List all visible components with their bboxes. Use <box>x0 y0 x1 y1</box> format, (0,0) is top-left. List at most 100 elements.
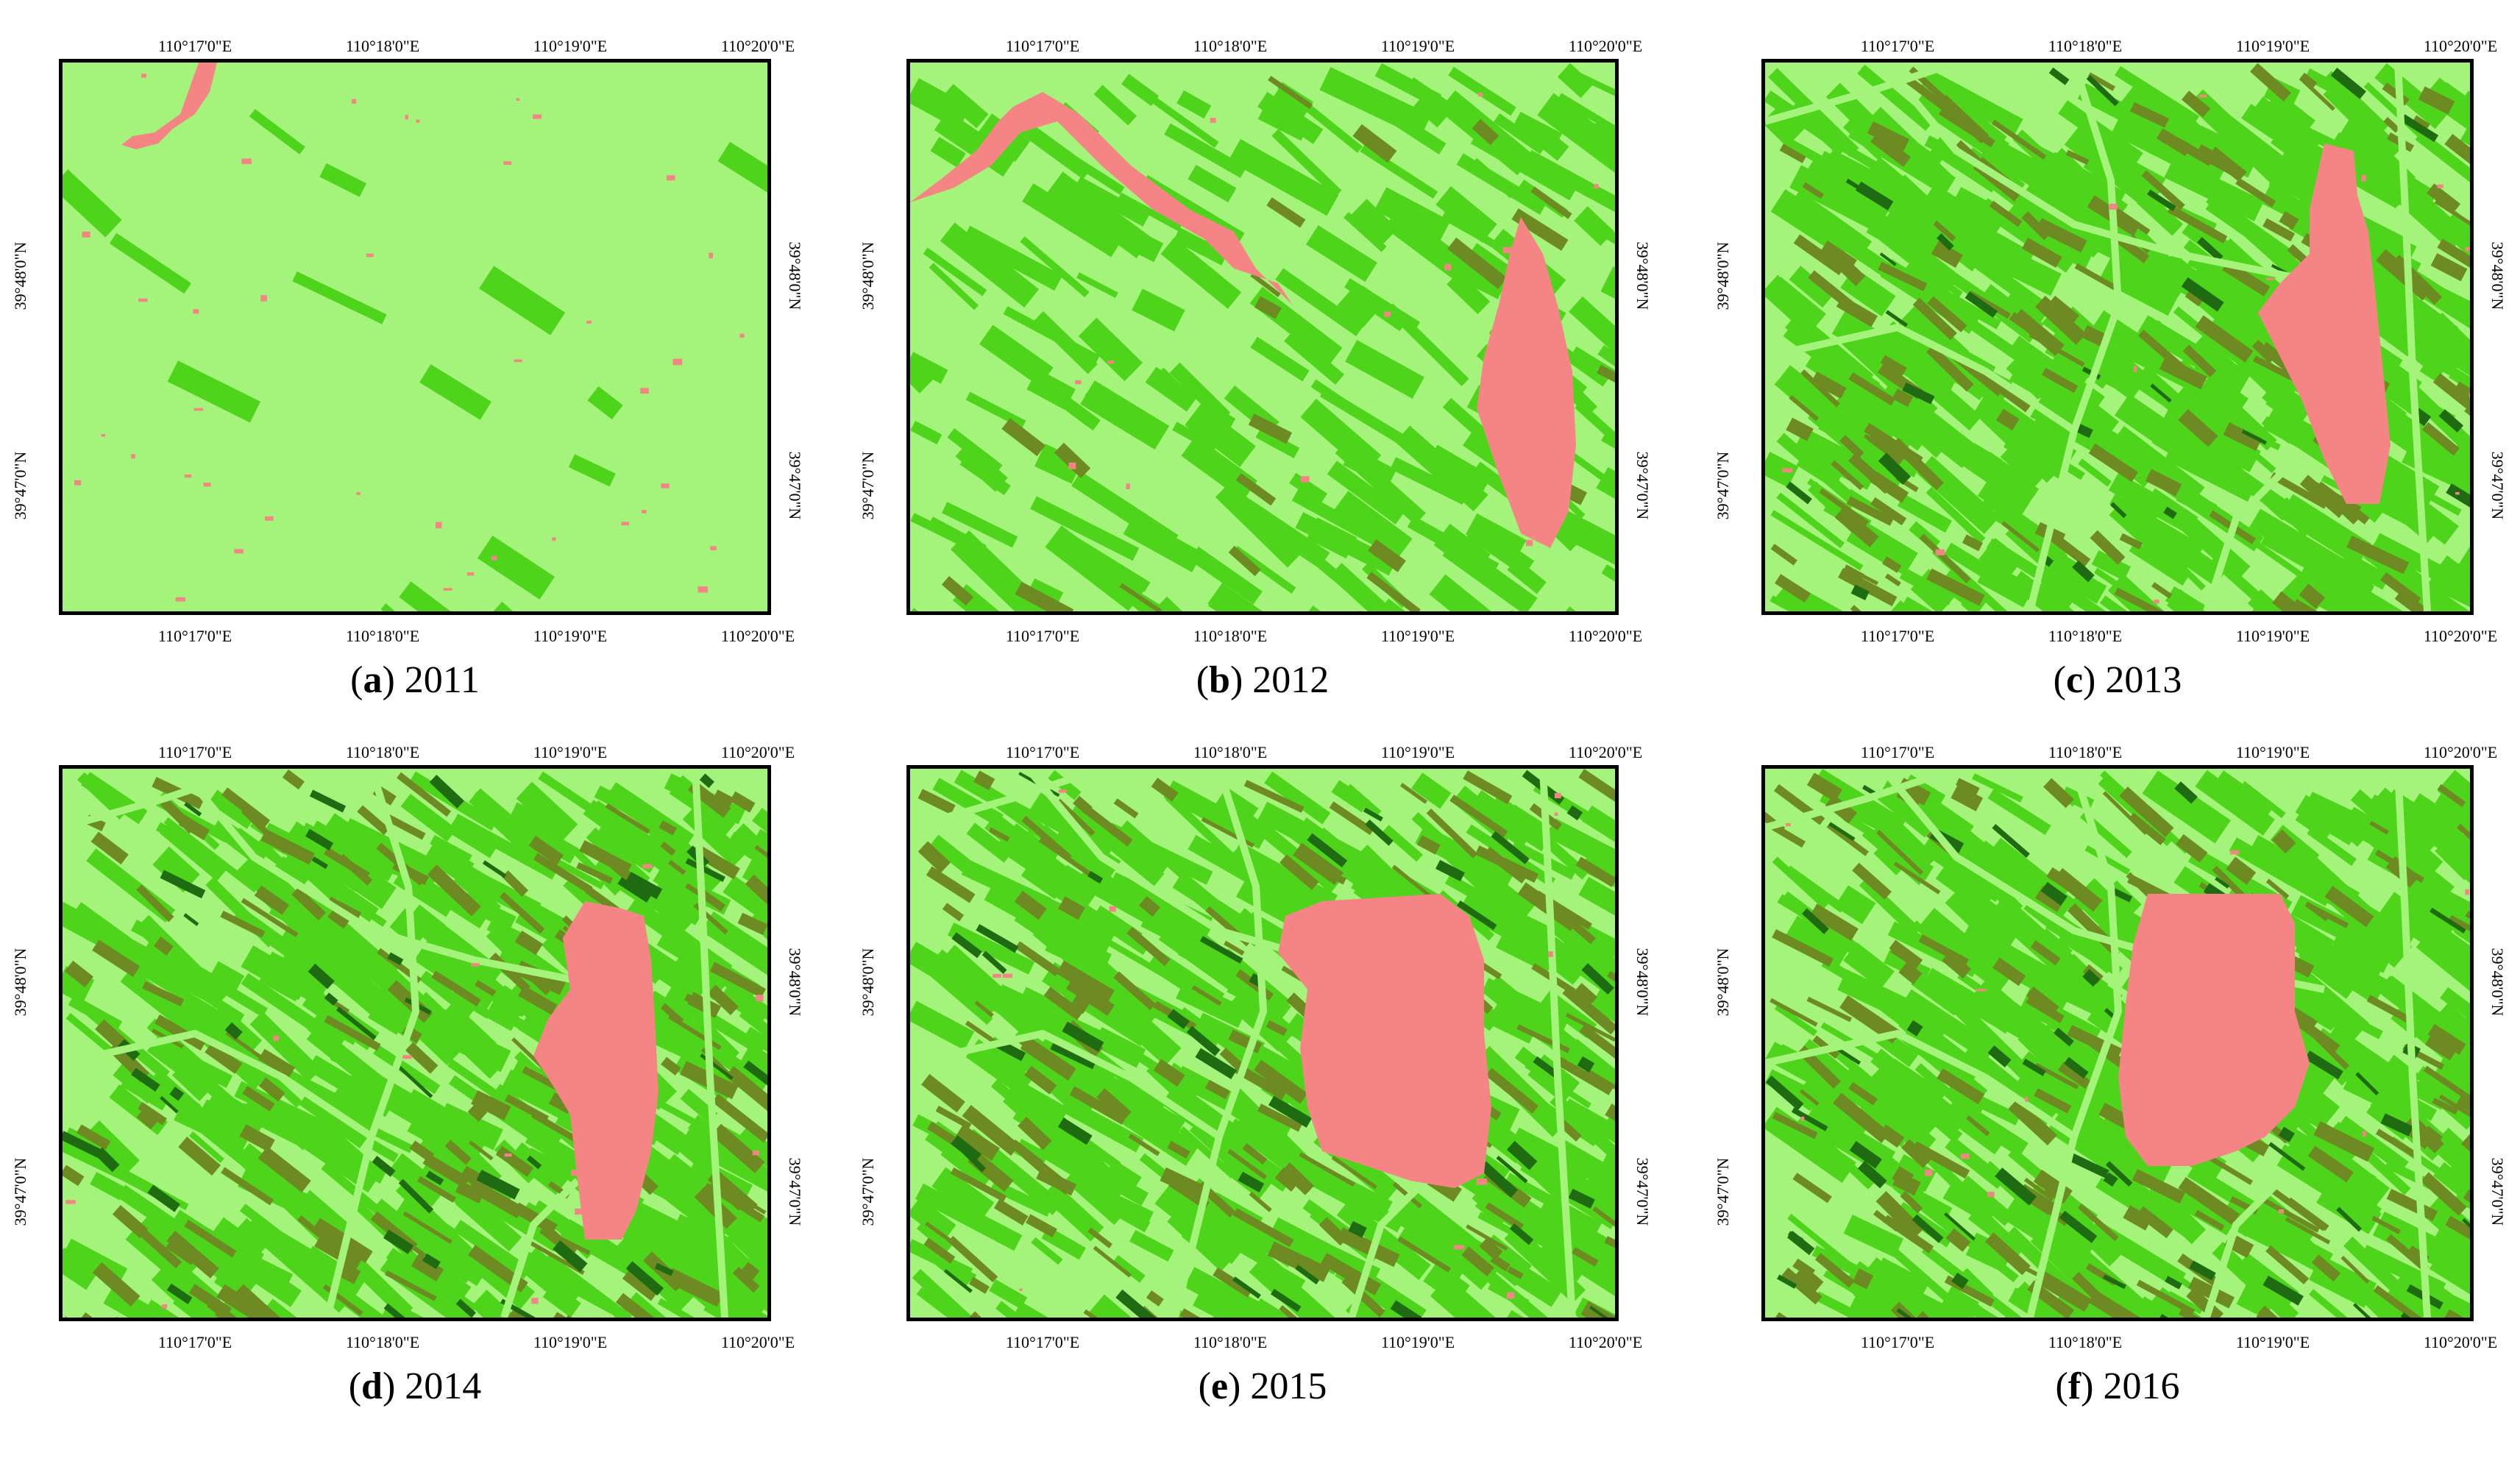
panel-year: 2016 <box>2103 1365 2180 1407</box>
lon-tick-top: 110°20'0"E <box>720 743 795 761</box>
lon-tick-top: 110°19'0"E <box>533 743 608 761</box>
map-panel-c: 110°17'0"E 110°17'0"E 110°18'0"E 110°18'0"E… <box>1703 0 2520 721</box>
map-frame <box>1761 765 2474 1321</box>
panel-year: 2012 <box>1252 659 1330 701</box>
lat-tick-right: 39°48'0"N <box>2488 241 2507 310</box>
panel-year: 2014 <box>405 1365 482 1407</box>
lon-tick-top: 110°17'0"E <box>157 743 233 761</box>
lon-tick-top: 110°17'0"E <box>1860 743 1935 761</box>
land-cover-map <box>910 769 1615 1318</box>
lon-tick-bottom: 110°17'0"E <box>1005 627 1080 645</box>
lat-tick-left: 39°47'0"N <box>11 451 29 520</box>
lon-tick-top: 110°20'0"E <box>1568 37 1643 55</box>
lon-tick-top: 110°17'0"E <box>157 37 233 55</box>
lon-tick-bottom: 110°20'0"E <box>1568 627 1643 645</box>
lon-tick-bottom: 110°18'0"E <box>2048 627 2123 645</box>
lon-tick-bottom: 110°19'0"E <box>1380 627 1455 645</box>
lat-tick-right: 39°48'0"N <box>1633 241 1652 310</box>
panel-letter: b <box>1209 659 1230 701</box>
lon-tick-bottom: 110°17'0"E <box>1860 1333 1935 1351</box>
land-cover-map <box>1765 63 2470 611</box>
lon-tick-bottom: 110°17'0"E <box>1005 1333 1080 1351</box>
lon-tick-bottom: 110°18'0"E <box>345 627 420 645</box>
lat-tick-right: 39°47'0"N <box>1633 1157 1652 1226</box>
lon-tick-top: 110°19'0"E <box>1380 743 1455 761</box>
lat-tick-right: 39°48'0"N <box>786 948 804 1017</box>
lon-tick-bottom: 110°18'0"E <box>1193 1333 1268 1351</box>
lat-tick-left: 39°47'0"N <box>859 1157 877 1226</box>
map-panel-e: 110°17'0"E 110°17'0"E 110°18'0"E 110°18'0"E… <box>848 706 1686 1427</box>
lon-tick-bottom: 110°17'0"E <box>157 1333 233 1351</box>
panel-caption: (f) 2016 <box>2055 1365 2180 1407</box>
lon-tick-top: 110°20'0"E <box>2423 37 2498 55</box>
panel-year: 2015 <box>1250 1365 1327 1407</box>
lon-tick-bottom: 110°20'0"E <box>720 627 795 645</box>
lon-tick-bottom: 110°18'0"E <box>2048 1333 2123 1351</box>
panel-letter: c <box>2065 659 2084 701</box>
panel-letter: e <box>1210 1365 1229 1407</box>
lat-tick-right: 39°48'0"N <box>1633 948 1652 1017</box>
lon-tick-top: 110°20'0"E <box>2423 743 2498 761</box>
lat-tick-left: 39°47'0"N <box>11 1157 29 1226</box>
map-frame <box>906 765 1619 1321</box>
land-cover-map <box>63 63 767 611</box>
map-frame <box>1761 59 2474 615</box>
land-cover-map <box>910 63 1615 611</box>
lat-tick-left: 39°48'0"N <box>11 948 29 1017</box>
panel-caption: (d) 2014 <box>348 1365 482 1407</box>
lat-tick-left: 39°47'0"N <box>1714 1157 1732 1226</box>
lon-tick-bottom: 110°18'0"E <box>1193 627 1268 645</box>
lon-tick-top: 110°19'0"E <box>533 37 608 55</box>
map-panel-d: 110°17'0"E 110°17'0"E 110°18'0"E 110°18'0"E… <box>0 706 839 1427</box>
lon-tick-top: 110°17'0"E <box>1860 37 1935 55</box>
lon-tick-top: 110°20'0"E <box>720 37 795 55</box>
lon-tick-bottom: 110°17'0"E <box>157 627 233 645</box>
panel-caption: (a) 2011 <box>350 659 480 701</box>
lat-tick-left: 39°48'0"N <box>11 241 29 310</box>
lat-tick-left: 39°47'0"N <box>1714 451 1732 520</box>
lat-tick-right: 39°47'0"N <box>786 1157 804 1226</box>
lon-tick-top: 110°18'0"E <box>2048 743 2123 761</box>
map-panel-a: 110°17'0"E 110°17'0"E 110°18'0"E 110°18'0"E… <box>0 0 839 721</box>
map-panel-f: 110°17'0"E 110°17'0"E 110°18'0"E 110°18'0"E… <box>1703 706 2520 1427</box>
map-panel-b: 110°17'0"E 110°17'0"E 110°18'0"E 110°18'0"E… <box>848 0 1686 721</box>
panel-letter: a <box>363 659 383 701</box>
map-frame <box>59 59 771 615</box>
lon-tick-bottom: 110°20'0"E <box>2423 627 2498 645</box>
map-frame <box>906 59 1619 615</box>
lon-tick-top: 110°18'0"E <box>2048 37 2123 55</box>
panel-caption: (e) 2015 <box>1198 1365 1327 1407</box>
lon-tick-top: 110°19'0"E <box>2235 743 2310 761</box>
lon-tick-bottom: 110°19'0"E <box>2235 627 2310 645</box>
lon-tick-top: 110°20'0"E <box>1568 743 1643 761</box>
land-cover-map <box>1765 769 2470 1318</box>
lon-tick-top: 110°19'0"E <box>1380 37 1455 55</box>
lat-tick-left: 39°48'0"N <box>1714 948 1732 1017</box>
lat-tick-left: 39°48'0"N <box>1714 241 1732 310</box>
lon-tick-bottom: 110°20'0"E <box>720 1333 795 1351</box>
lat-tick-right: 39°48'0"N <box>786 241 804 310</box>
lon-tick-bottom: 110°17'0"E <box>1860 627 1935 645</box>
lat-tick-right: 39°47'0"N <box>1633 451 1652 520</box>
lon-tick-top: 110°19'0"E <box>2235 37 2310 55</box>
lat-tick-right: 39°47'0"N <box>2488 451 2507 520</box>
lon-tick-top: 110°18'0"E <box>345 743 420 761</box>
panel-year: 2013 <box>2105 659 2182 701</box>
lat-tick-left: 39°48'0"N <box>859 948 877 1017</box>
lat-tick-left: 39°47'0"N <box>859 451 877 520</box>
lon-tick-bottom: 110°19'0"E <box>1380 1333 1455 1351</box>
map-frame <box>59 765 771 1321</box>
panel-caption: (b) 2012 <box>1196 659 1330 701</box>
lon-tick-top: 110°17'0"E <box>1005 743 1080 761</box>
lon-tick-top: 110°17'0"E <box>1005 37 1080 55</box>
lon-tick-bottom: 110°19'0"E <box>533 627 608 645</box>
lat-tick-right: 39°47'0"N <box>786 451 804 520</box>
panel-year: 2011 <box>404 659 480 701</box>
panel-letter: d <box>361 1365 383 1407</box>
lon-tick-bottom: 110°19'0"E <box>533 1333 608 1351</box>
lon-tick-bottom: 110°18'0"E <box>345 1333 420 1351</box>
lon-tick-top: 110°18'0"E <box>1193 743 1268 761</box>
lon-tick-bottom: 110°19'0"E <box>2235 1333 2310 1351</box>
lat-tick-right: 39°48'0"N <box>2488 948 2507 1017</box>
lon-tick-top: 110°18'0"E <box>1193 37 1268 55</box>
